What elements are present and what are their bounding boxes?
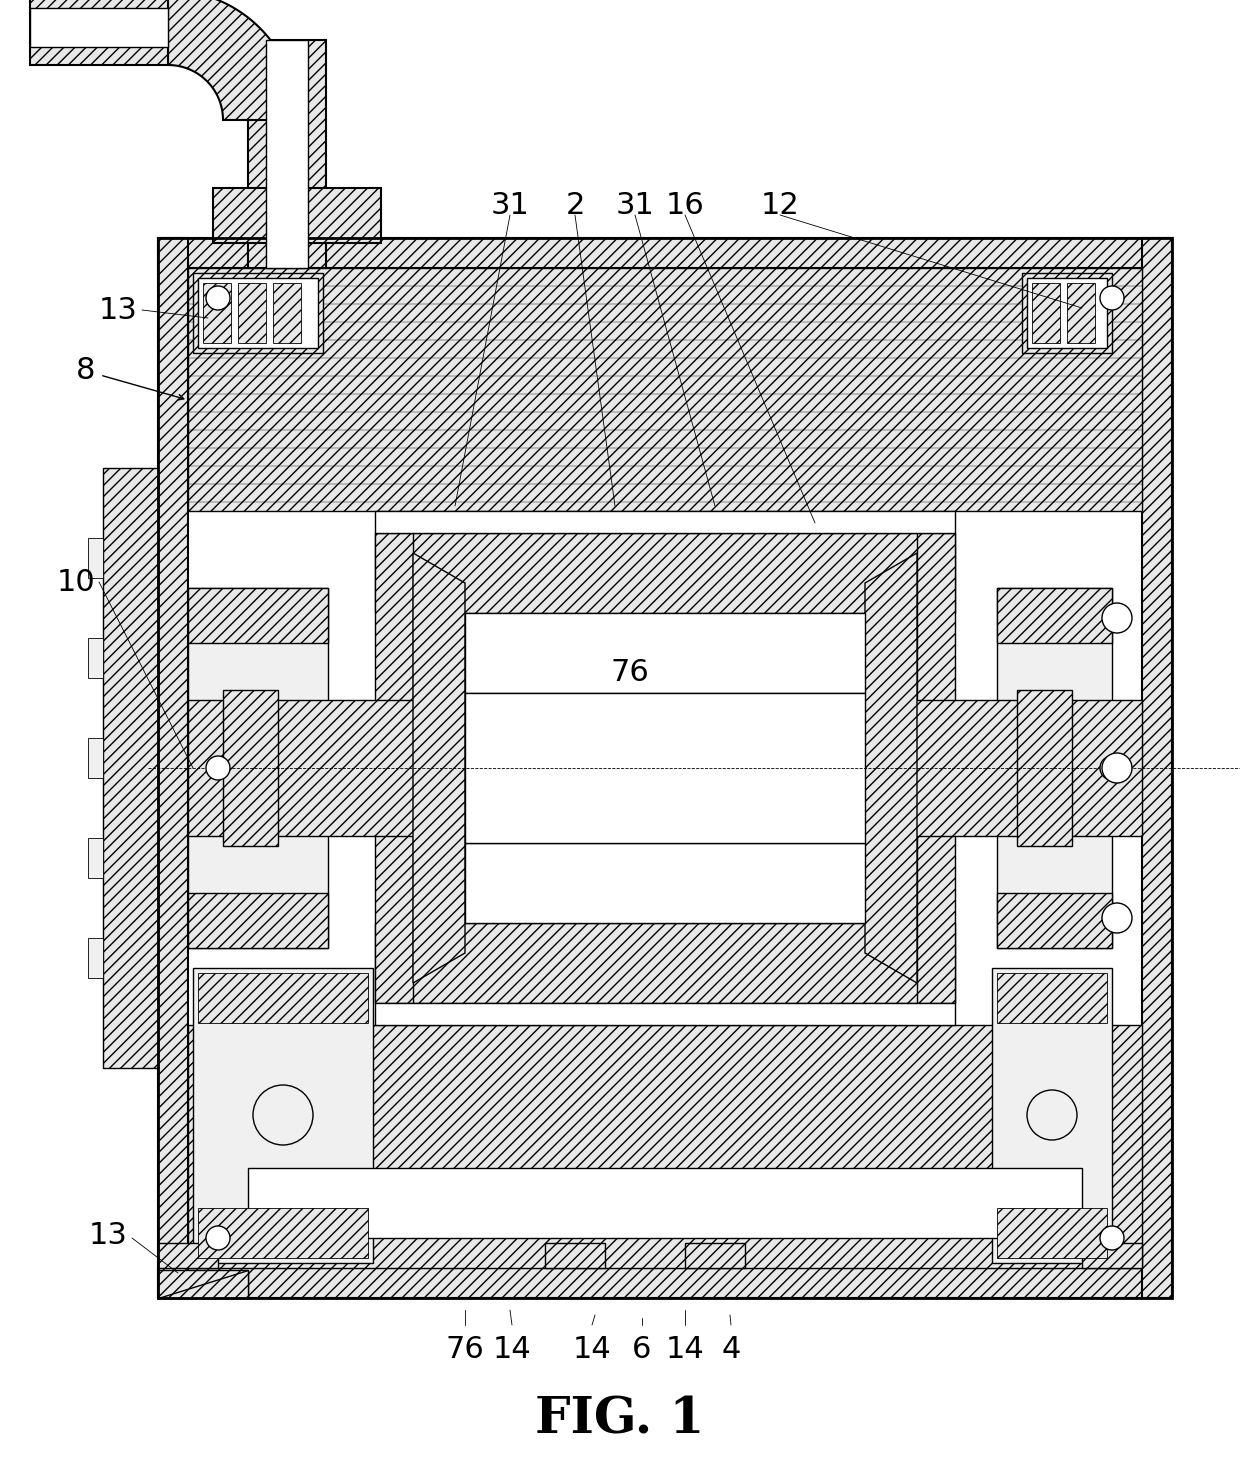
Bar (30, 0, 167, 65)
Bar (1032, 284, 1060, 342)
Polygon shape (167, 0, 298, 120)
Text: 76: 76 (445, 1335, 485, 1365)
Circle shape (1102, 602, 1132, 633)
Bar (88, 538, 103, 577)
Polygon shape (157, 1271, 248, 1299)
Circle shape (253, 1086, 312, 1144)
Text: 76: 76 (610, 658, 650, 686)
Circle shape (1102, 754, 1132, 783)
Bar (157, 1268, 1172, 1299)
Text: 16: 16 (666, 191, 704, 219)
Circle shape (1102, 903, 1132, 933)
Bar (374, 923, 955, 1003)
Bar (188, 267, 1142, 511)
Bar (997, 588, 1112, 643)
Bar (1142, 238, 1172, 1299)
Text: 13: 13 (89, 1221, 128, 1250)
Bar (684, 1243, 745, 1268)
Bar (88, 737, 103, 779)
Circle shape (1100, 286, 1123, 310)
Text: 14: 14 (492, 1335, 532, 1365)
Bar (465, 843, 866, 923)
Bar (997, 972, 1107, 1022)
Bar (918, 533, 955, 1003)
Text: 14: 14 (666, 1335, 704, 1365)
Bar (188, 588, 329, 948)
Bar (88, 638, 103, 679)
Text: 13: 13 (99, 295, 138, 325)
Bar (374, 533, 955, 613)
Bar (374, 533, 413, 1003)
Circle shape (206, 286, 229, 310)
Text: 31: 31 (615, 191, 655, 219)
Bar (188, 701, 465, 836)
Bar (198, 1208, 368, 1257)
Bar (157, 238, 188, 1299)
Bar (88, 837, 103, 878)
Bar (866, 701, 1142, 836)
Bar (374, 1003, 955, 1025)
Text: 31: 31 (491, 191, 529, 219)
Bar (198, 972, 368, 1022)
Bar (997, 588, 1112, 948)
Bar (157, 1243, 218, 1268)
Bar (267, 40, 308, 267)
Bar (248, 40, 326, 267)
Bar (198, 278, 317, 348)
Bar (30, 7, 167, 47)
Text: 10: 10 (56, 567, 95, 596)
Bar (1083, 1243, 1142, 1268)
Bar (157, 238, 1172, 267)
Bar (1066, 284, 1095, 342)
Bar (1017, 690, 1073, 846)
Bar (193, 273, 322, 353)
Circle shape (1100, 757, 1123, 780)
Bar (997, 1208, 1107, 1257)
Bar (248, 1168, 1083, 1238)
Bar (223, 690, 278, 846)
Bar (157, 1271, 248, 1299)
Circle shape (1027, 1090, 1078, 1140)
Bar (1027, 278, 1107, 348)
Circle shape (206, 757, 229, 780)
Bar (465, 843, 866, 917)
Text: 14: 14 (573, 1335, 611, 1365)
Bar (997, 893, 1112, 948)
Bar (374, 511, 955, 533)
Bar (193, 968, 373, 1263)
Text: FIG. 1: FIG. 1 (536, 1396, 704, 1444)
Text: 8: 8 (76, 355, 95, 385)
Bar (213, 188, 381, 242)
Bar (238, 284, 267, 342)
Circle shape (1100, 1227, 1123, 1250)
Polygon shape (866, 552, 918, 983)
Bar (188, 588, 329, 643)
Text: 12: 12 (760, 191, 800, 219)
Bar (546, 1243, 605, 1268)
Bar (188, 1025, 1142, 1268)
Bar (1022, 273, 1112, 353)
Bar (465, 613, 866, 693)
Bar (203, 284, 231, 342)
Text: 6: 6 (632, 1335, 652, 1365)
Bar (157, 238, 1172, 1299)
Bar (103, 469, 157, 1068)
Bar (88, 939, 103, 978)
Bar (992, 968, 1112, 1263)
Bar (465, 620, 866, 693)
Text: 2: 2 (565, 191, 585, 219)
Polygon shape (413, 552, 465, 983)
Bar (188, 893, 329, 948)
Text: 4: 4 (722, 1335, 740, 1365)
Circle shape (206, 1227, 229, 1250)
Bar (465, 693, 866, 843)
Bar (273, 284, 301, 342)
